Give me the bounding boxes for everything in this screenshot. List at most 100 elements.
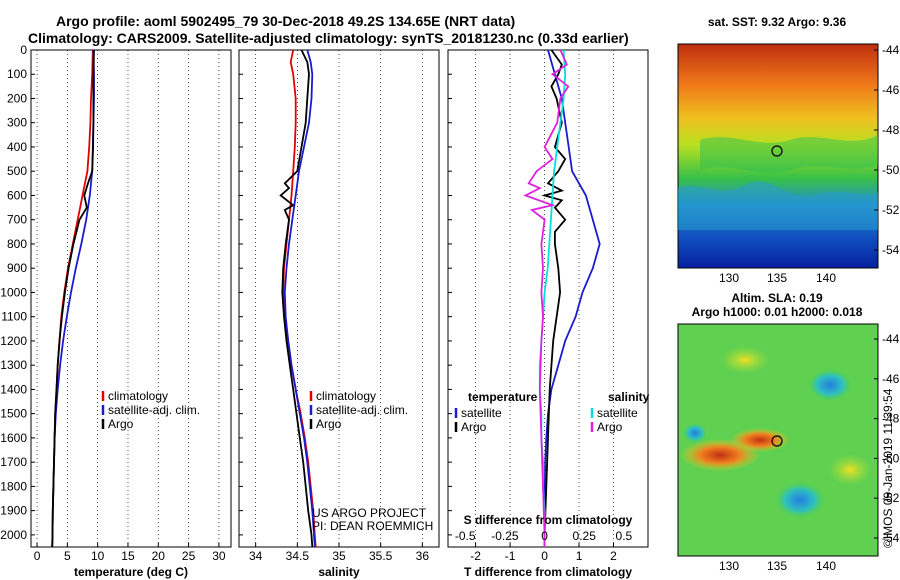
- depth-tick-label: 200: [7, 91, 27, 105]
- s-difference-axis-label: S difference from climatology: [464, 513, 633, 527]
- sla-map: [677, 323, 879, 557]
- map-lat-tick-label: -52: [882, 491, 900, 505]
- sla-map-title-1: Altim. SLA: 0.19: [731, 291, 823, 305]
- sla-cool-eddy: [683, 423, 707, 443]
- sst-green-band: [700, 135, 878, 173]
- x-tick-label: 36: [416, 549, 430, 563]
- x-tick-label: 2: [610, 549, 617, 563]
- series-line-satellite-adj-clim-: [283, 49, 316, 548]
- map-lat-tick-label: -52: [882, 203, 900, 217]
- series-line-argo: [279, 49, 314, 548]
- series-line-satellite-adj-clim-: [51, 49, 95, 548]
- sla-map-title-2: Argo h1000: 0.01 h2000: 0.018: [692, 305, 863, 319]
- map-lat-tick-label: -48: [882, 412, 900, 426]
- sla-cool-eddy-2: [808, 369, 852, 401]
- map-lon-tick-label: 130: [719, 271, 739, 285]
- x-tick-label: 0: [34, 549, 41, 563]
- sst-cold-front: [678, 181, 878, 230]
- depth-tick-label: 1300: [0, 358, 27, 372]
- series-line-climatology: [51, 49, 94, 548]
- legend-label: Argo: [597, 420, 623, 434]
- x-tick-label: 25: [182, 549, 196, 563]
- legend-label: Argo: [108, 417, 134, 431]
- credit-pi: PI: DEAN ROEMMICH: [312, 519, 433, 533]
- temperature-axis-label: temperature (deg C): [74, 565, 188, 579]
- figure-title-line1: Argo profile: aoml 5902495_79 30-Dec-201…: [56, 13, 515, 29]
- x-tick-label: 5: [64, 549, 71, 563]
- map-lat-tick-label: -50: [882, 451, 900, 465]
- s-diff-tick-label: -0.25: [491, 529, 519, 543]
- credit-project: US ARGO PROJECT: [312, 506, 427, 520]
- legend-label: satellite-adj. clim.: [108, 403, 200, 417]
- legend-label: Argo: [461, 420, 487, 434]
- s-diff-tick-label: 0.25: [573, 529, 597, 543]
- legend-label: satellite: [597, 406, 638, 420]
- depth-tick-label: 1800: [0, 479, 27, 493]
- x-tick-label: 20: [152, 549, 166, 563]
- map-lon-tick-label: 135: [767, 271, 787, 285]
- depth-tick-label: 400: [7, 140, 27, 154]
- x-tick-label: 35: [332, 549, 346, 563]
- sst-map: [677, 43, 879, 269]
- x-tick-label: -1: [505, 549, 516, 563]
- depth-tick-label: 0: [20, 43, 27, 57]
- s-diff-tick-label: 0.5: [616, 529, 633, 543]
- sla-warm-eddy-2: [730, 428, 790, 452]
- depth-axis-ticks: 0 100 200 300 400 500 600 700 800 900 1000 1100 1200…: [0, 43, 452, 542]
- legend-title-salinity: salinity: [608, 390, 650, 404]
- x-tick-label: 1: [576, 549, 583, 563]
- x-tick-label: 15: [121, 549, 135, 563]
- series-line-climatology: [282, 49, 317, 548]
- depth-tick-label: 1900: [0, 504, 27, 518]
- depth-tick-label: 1400: [0, 382, 27, 396]
- map-lat-tick-label: -54: [882, 531, 900, 545]
- sla-high-area: [720, 346, 770, 374]
- sst-argo-location-marker: [771, 145, 783, 157]
- map-lon-tick-label: 140: [816, 559, 836, 573]
- depth-tick-label: 900: [7, 261, 27, 275]
- legend-title-temperature: temperature: [468, 390, 538, 404]
- map-lat-tick-label: -44: [882, 332, 900, 346]
- sla-cool-eddy-3: [775, 482, 825, 518]
- sst-map-lon-ticks: 130 135 140: [719, 271, 836, 285]
- depth-tick-label: 1200: [0, 334, 27, 348]
- depth-tick-label: 100: [7, 67, 27, 81]
- map-lon-tick-label: 140: [816, 271, 836, 285]
- depth-tick-label: 1000: [0, 285, 27, 299]
- depth-tick-label: 300: [7, 116, 27, 130]
- series-line-argo: [51, 49, 95, 548]
- difference-panel: -2 -1 0 1 2 -0.5 -0.25 0 0.25 0.5 temperature salin…: [454, 49, 650, 563]
- map-lat-tick-label: -44: [882, 43, 900, 57]
- series-line-temperature-satellite: [543, 49, 601, 547]
- depth-tick-label: 1100: [1, 310, 27, 324]
- depth-tick-label: 700: [7, 213, 27, 227]
- sla-high-area-2: [828, 454, 872, 486]
- legend-label: satellite: [461, 406, 502, 420]
- sla-map-lon-ticks: 130 135 140: [719, 559, 836, 573]
- difference-panel-frame: [447, 49, 649, 548]
- legend-label: climatology: [316, 389, 376, 403]
- x-tick-label: 10: [91, 549, 105, 563]
- legend-label: satellite-adj. clim.: [316, 403, 408, 417]
- series-line-salinity-argo: [523, 49, 570, 547]
- x-tick-label: -2: [470, 549, 481, 563]
- x-tick-label: 30: [212, 549, 226, 563]
- depth-tick-label: 500: [7, 164, 27, 178]
- depth-tick-label: 1500: [0, 407, 27, 421]
- salinity-axis-label: salinity: [318, 565, 360, 579]
- x-tick-label: 35.5: [369, 549, 393, 563]
- sla-map-lat-ticks: -44 -46 -48 -50 -52 -54: [874, 332, 900, 545]
- legend-label: climatology: [108, 389, 168, 403]
- map-lon-tick-label: 135: [767, 559, 787, 573]
- sst-map-lat-ticks: -44 -46 -48 -50 -52 -54: [874, 43, 900, 257]
- sst-map-title: sat. SST: 9.32 Argo: 9.36: [708, 15, 847, 29]
- depth-tick-label: 1700: [0, 455, 27, 469]
- t-difference-axis-label: T difference from climatology: [464, 565, 632, 579]
- x-tick-label: 34: [249, 549, 263, 563]
- salinity-panel: 34 34.5 35 35.5 36 climatologysatellite-adj. …: [249, 49, 430, 563]
- s-diff-tick-label: -0.5: [455, 529, 476, 543]
- imos-timestamp: ©IMOS 09-Jan-2019 11:39:54: [881, 388, 895, 548]
- legend-label: Argo: [316, 417, 342, 431]
- map-lat-tick-label: -50: [882, 163, 900, 177]
